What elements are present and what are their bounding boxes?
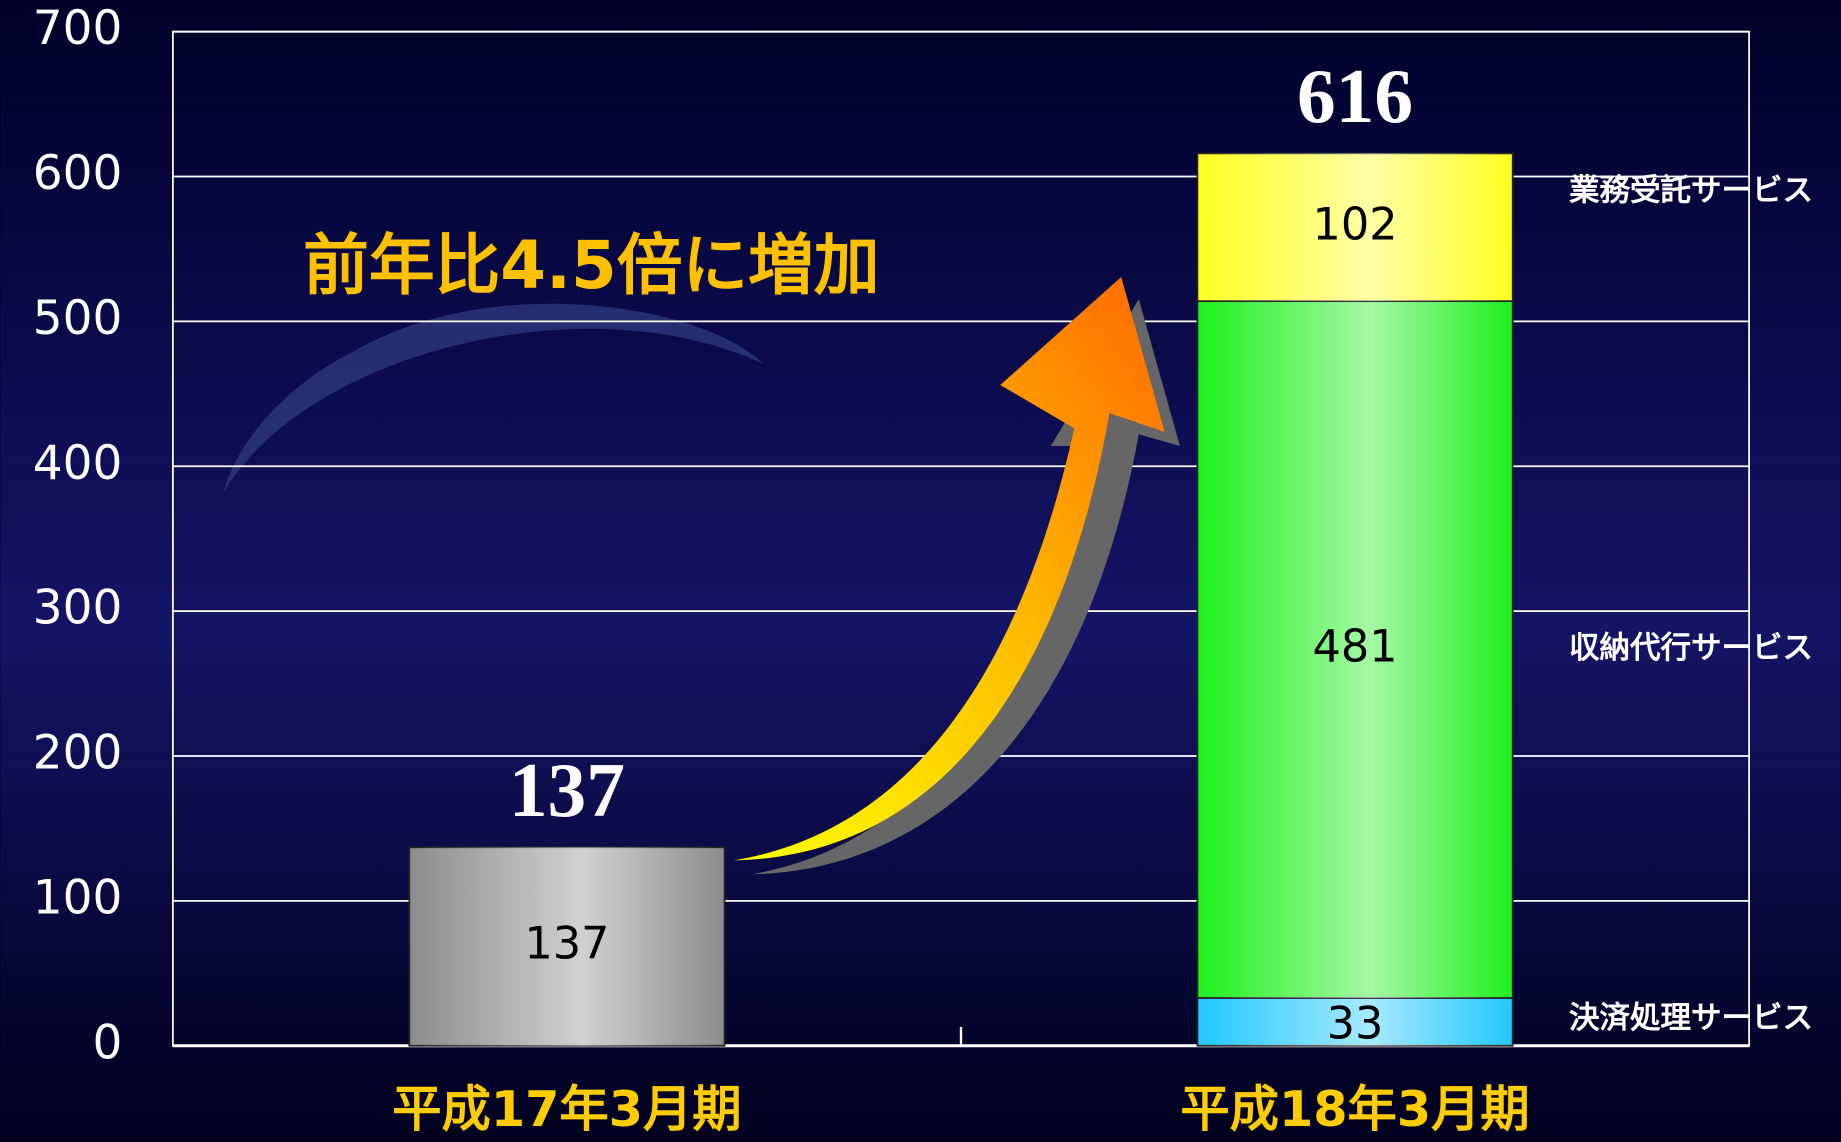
y-tick-label: 300 [33, 581, 123, 636]
y-tick-label: 500 [33, 291, 123, 346]
legend-label: 決済処理サービス [1569, 1001, 1813, 1036]
watermark-swoosh [223, 303, 764, 493]
segment-label: 481 [1312, 621, 1397, 673]
y-tick-label: 0 [93, 1015, 123, 1070]
y-tick-label: 600 [33, 146, 123, 201]
x-tick-label: 平成17年3月期 [392, 1080, 741, 1138]
y-tick-label: 100 [33, 870, 123, 925]
y-tick-label: 200 [33, 726, 123, 781]
segment-label: 33 [1327, 998, 1384, 1050]
annotation: 前年比4.5倍に増加 [303, 228, 879, 304]
total-label: 137 [509, 747, 625, 833]
y-tick-label: 400 [33, 436, 123, 491]
x-tick-label: 平成18年3月期 [1180, 1080, 1529, 1138]
bar-shine [1197, 301, 1513, 998]
segment-label: 137 [524, 918, 609, 970]
plot-area: 0 100 200 300 400 500 600 700 平成17年3月期 137 137 平成18… [33, 1, 1813, 1138]
bar-shine [1197, 997, 1513, 1046]
legend-label: 収納代行サービス [1569, 631, 1813, 666]
total-label: 616 [1297, 53, 1413, 139]
bar-shine [409, 847, 725, 1046]
y-tick-label: 700 [33, 1, 123, 56]
growth-arrow [733, 276, 1165, 861]
bar-shine [1197, 153, 1513, 302]
segment-label: 102 [1312, 198, 1397, 250]
legend-label: 業務受託サービス [1569, 173, 1813, 209]
